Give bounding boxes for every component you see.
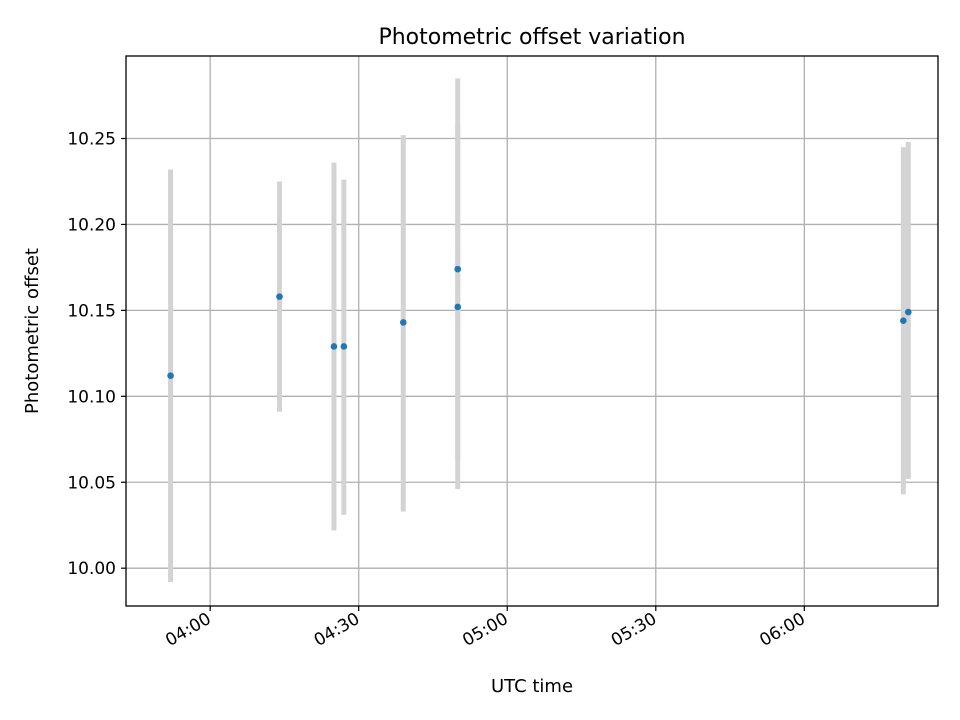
data-point [399,319,407,326]
data-point [900,317,907,324]
y-tick-label: 10.15 [67,301,116,321]
grid [126,56,938,606]
chart-title: Photometric offset variation [378,25,685,50]
data-point [276,293,283,300]
data-point [330,343,338,350]
plot-frame [125,55,939,607]
y-tick-label: 10.10 [67,387,116,407]
x-axis-label: UTC time [491,676,573,697]
data-point [904,308,912,316]
markers [167,265,912,379]
y-tick-label: 10.20 [67,215,116,235]
data-point [340,343,348,350]
y-tick-label: 10.25 [67,130,116,150]
y-tick-label: 10.00 [67,559,116,579]
y-axis-label: Photometric offset [22,248,43,414]
data-point [454,303,462,311]
data-point [167,372,174,379]
y-tick-label: 10.05 [67,473,116,493]
y-ticks: 10.00 10.05 10.10 10.15 10.20 10.25 [67,130,126,579]
data-point [454,265,462,273]
